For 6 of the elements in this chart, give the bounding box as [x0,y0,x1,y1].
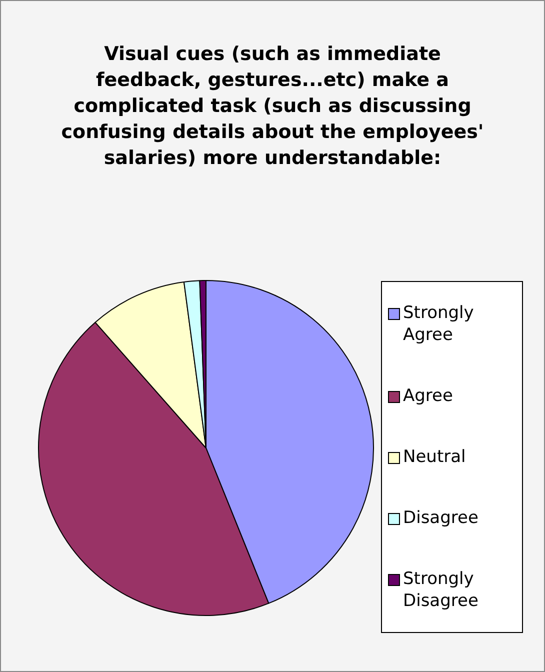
legend-label: Strongly Agree [403,302,475,346]
chart-title: Visual cues (such as immediate feedback, gestures...etc) make a complicated task (such as discussing confusing details about the employees' salaries) more understandable: [61,42,484,171]
legend-label: Neutral [403,446,466,468]
legend-label: Agree [403,384,453,407]
legend-label: Disagree [403,507,478,530]
legend-label: Strongly Disagree [403,568,480,612]
